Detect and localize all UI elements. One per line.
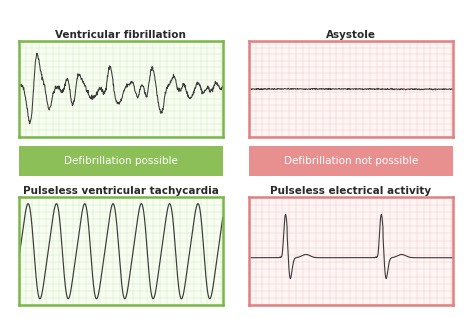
Text: Defibrillation possible: Defibrillation possible (64, 156, 178, 166)
Text: Asystole: Asystole (326, 30, 376, 40)
Text: Defibrillation not possible: Defibrillation not possible (283, 156, 418, 166)
Text: Ventricular fibrillation: Ventricular fibrillation (55, 30, 186, 40)
Text: Pulseless ventricular tachycardia: Pulseless ventricular tachycardia (23, 186, 219, 196)
Text: Pulseless electrical activity: Pulseless electrical activity (270, 186, 431, 196)
